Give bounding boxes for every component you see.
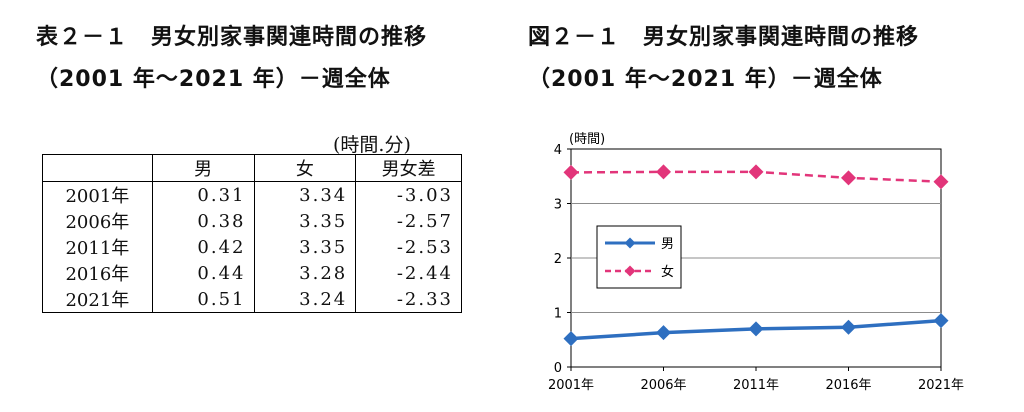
header-cell-blank — [42, 154, 153, 182]
figure-title-line2: （2001 年～2021 年）－週全体 — [528, 67, 883, 92]
housework-time-table: 男 女 男女差 2001年 0.31 3.34 -3.03 2006年 0.38… — [42, 154, 462, 313]
y-tick-label: 2 — [554, 252, 562, 267]
row-female-value: 3.35 — [253, 208, 357, 234]
row-difference-value: -2.44 — [355, 260, 462, 286]
data-point — [656, 164, 671, 180]
y-tick-label: 4 — [554, 143, 562, 158]
data-point — [933, 313, 949, 329]
y-tick-label: 1 — [554, 307, 562, 322]
x-tick-label: 2006年 — [640, 378, 686, 393]
data-point — [656, 325, 671, 341]
table-row: 2016年 0.44 3.28 -2.44 — [42, 260, 462, 286]
legend-box — [596, 225, 682, 289]
row-male-value: 0.51 — [151, 286, 255, 313]
row-difference-value: -2.57 — [355, 208, 462, 234]
header-cell-difference: 男女差 — [355, 154, 462, 182]
data-point — [748, 321, 764, 337]
data-point — [841, 319, 856, 335]
row-female-value: 3.24 — [253, 286, 357, 313]
row-year: 2021年 — [42, 286, 153, 313]
table-title-line1: 表２－１ 男女別家事関連時間の推移 — [36, 25, 428, 50]
row-male-value: 0.31 — [151, 181, 255, 208]
data-point — [841, 170, 856, 186]
legend-label: 男 — [661, 237, 674, 252]
data-point — [748, 164, 764, 180]
legend-label: 女 — [661, 264, 674, 280]
row-year: 2001年 — [42, 181, 153, 208]
data-point — [933, 174, 949, 190]
table-unit-label: (時間.分) — [333, 134, 411, 156]
legend-marker — [624, 237, 636, 249]
x-tick-label: 2011年 — [733, 378, 779, 393]
row-male-value: 0.44 — [151, 260, 255, 286]
table-row: 2021年 0.51 3.24 -2.33 — [42, 286, 462, 313]
legend-marker — [624, 265, 636, 277]
data-point — [563, 164, 579, 180]
row-year: 2006年 — [42, 208, 153, 234]
x-tick-label: 2016年 — [825, 378, 871, 393]
y-tick-label: 3 — [554, 198, 562, 213]
x-tick-label: 2021年 — [918, 378, 964, 393]
row-difference-value: -2.53 — [355, 234, 462, 260]
table-title-line2: （2001 年～2021 年）－週全体 — [36, 67, 391, 92]
row-difference-value: -2.33 — [355, 286, 462, 313]
y-tick-label: 0 — [554, 361, 562, 376]
row-female-value: 3.35 — [253, 234, 357, 260]
row-male-value: 0.38 — [151, 208, 255, 234]
table-header-row: 男 女 男女差 — [42, 154, 462, 182]
data-point — [563, 331, 579, 347]
row-difference-value: -3.03 — [355, 181, 462, 208]
x-tick-label: 2001年 — [548, 378, 594, 393]
row-year: 2011年 — [42, 234, 153, 260]
row-year: 2016年 — [42, 260, 153, 286]
header-cell-male: 男 — [151, 154, 255, 182]
row-female-value: 3.28 — [253, 260, 357, 286]
figure-title-line1: 図２－１ 男女別家事関連時間の推移 — [528, 25, 920, 50]
table-row: 2006年 0.38 3.35 -2.57 — [42, 208, 462, 234]
table-row: 2001年 0.31 3.34 -3.03 — [42, 181, 462, 208]
table-row: 2011年 0.42 3.35 -2.53 — [42, 234, 462, 260]
y-axis-label: (時間) — [569, 132, 605, 147]
